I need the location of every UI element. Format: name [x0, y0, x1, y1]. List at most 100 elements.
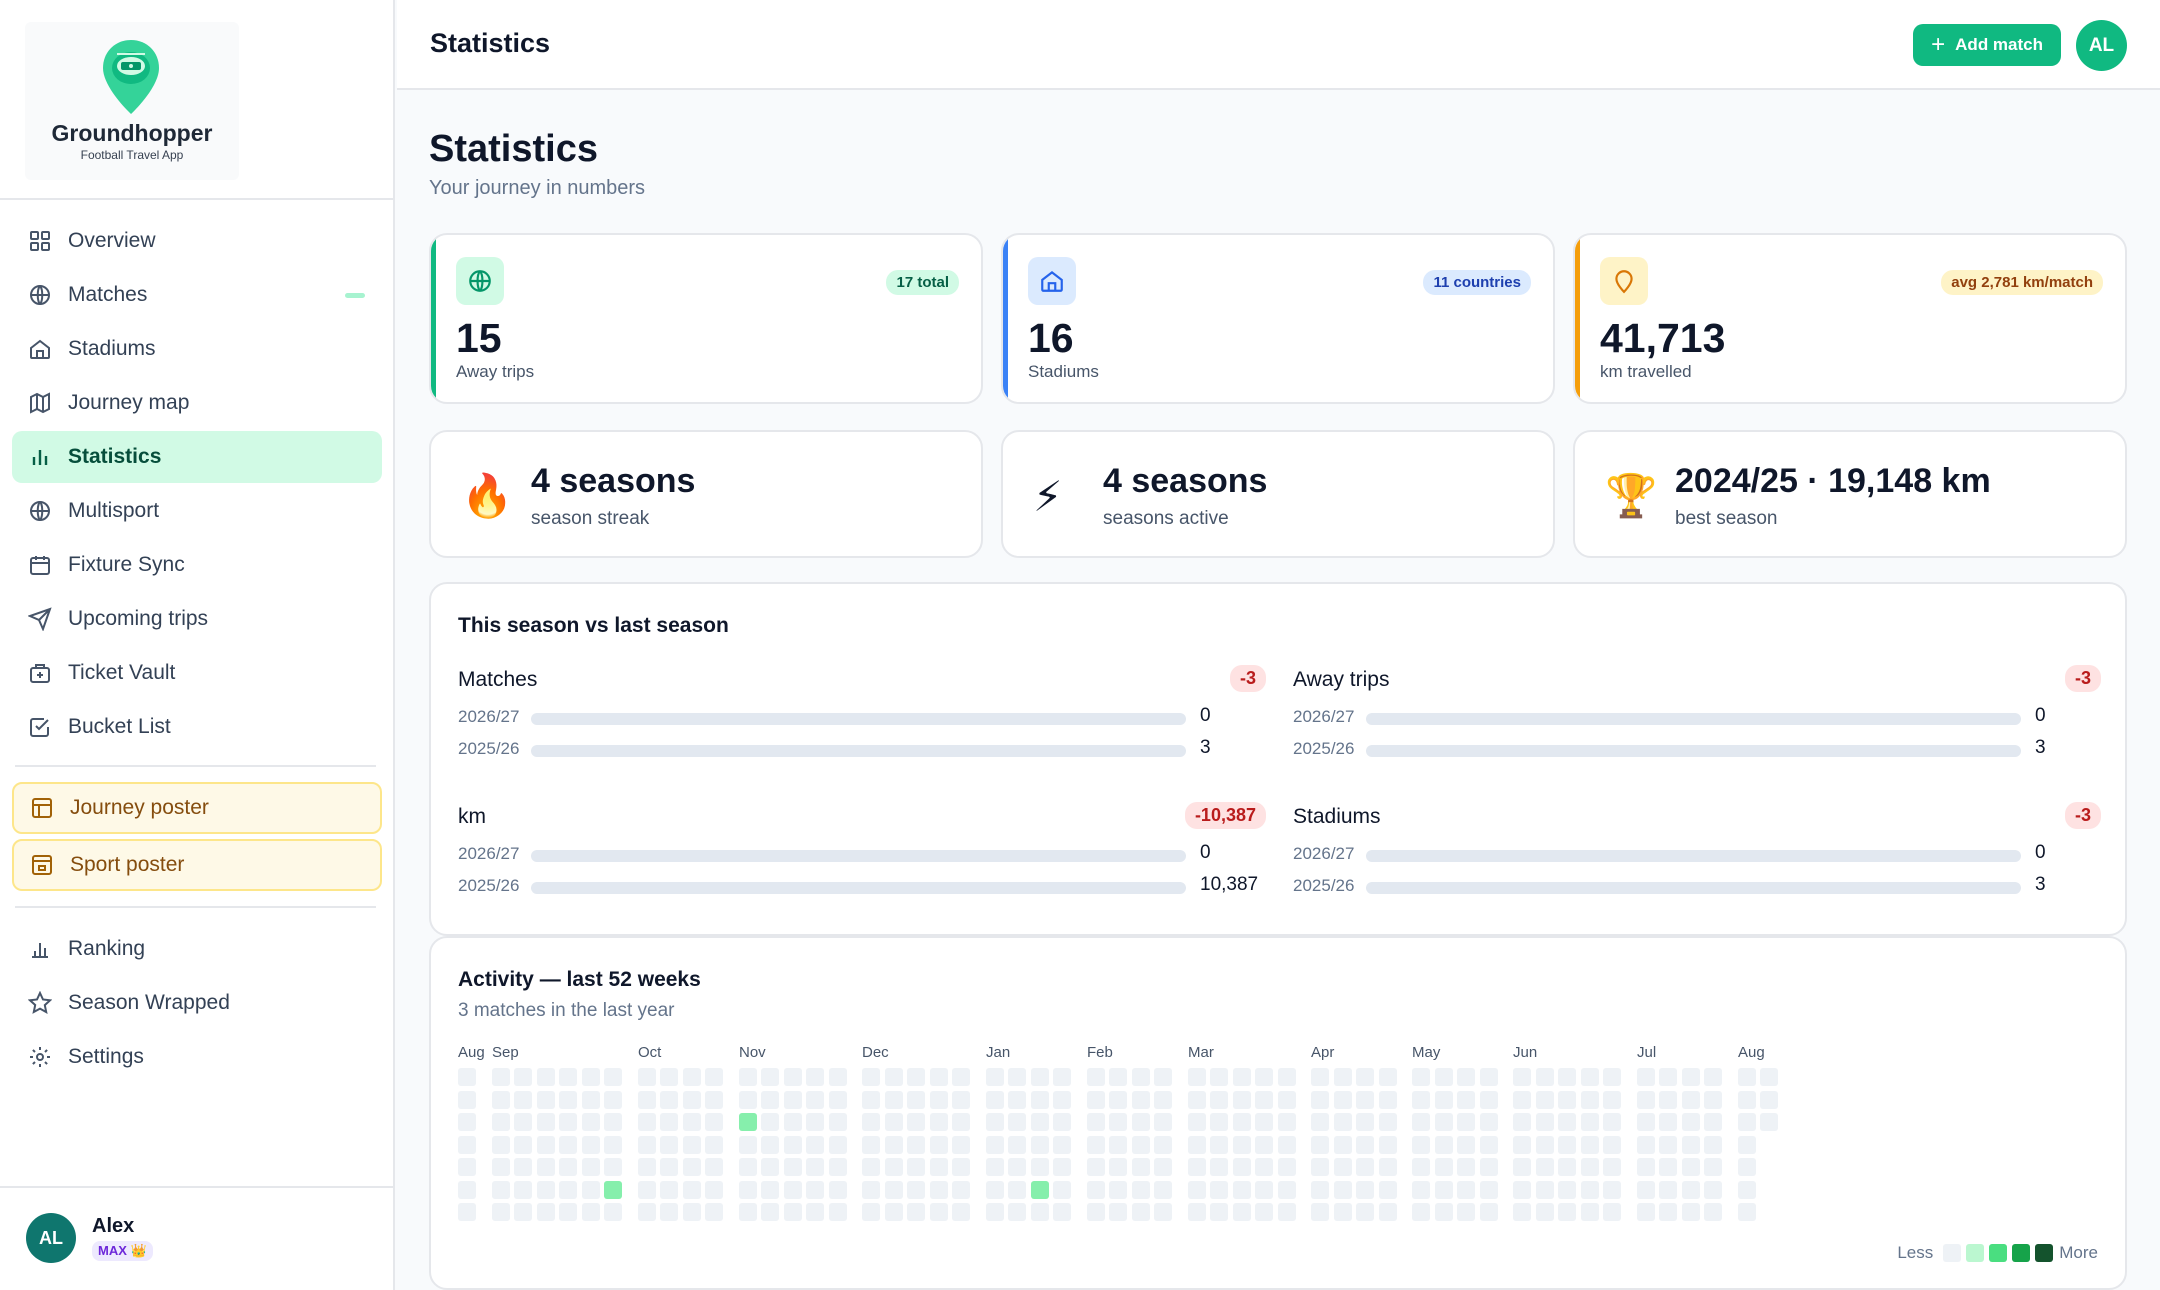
heatmap-cell[interactable]: [1637, 1203, 1655, 1221]
heatmap-cell[interactable]: [537, 1203, 555, 1221]
heatmap-cell[interactable]: [683, 1136, 701, 1154]
heatmap-cell[interactable]: [582, 1136, 600, 1154]
heatmap-cell[interactable]: [829, 1136, 847, 1154]
avatar[interactable]: AL: [2076, 20, 2127, 71]
heatmap-cell[interactable]: [1356, 1181, 1374, 1199]
heatmap-cell[interactable]: [660, 1068, 678, 1086]
heatmap-cell[interactable]: [1255, 1113, 1273, 1131]
heatmap-cell[interactable]: [1536, 1113, 1554, 1131]
heatmap-cell[interactable]: [1132, 1181, 1150, 1199]
heatmap-cell[interactable]: [1311, 1091, 1329, 1109]
heatmap-cell[interactable]: [458, 1068, 476, 1086]
heatmap-cell[interactable]: [1278, 1203, 1296, 1221]
heatmap-cell[interactable]: [1008, 1113, 1026, 1131]
heatmap-cell[interactable]: [1412, 1113, 1430, 1131]
heatmap-cell[interactable]: [660, 1091, 678, 1109]
heatmap-cell[interactable]: [1031, 1158, 1049, 1176]
heatmap-cell[interactable]: [537, 1158, 555, 1176]
heatmap-cell[interactable]: [1536, 1203, 1554, 1221]
heatmap-cell[interactable]: [784, 1068, 802, 1086]
heatmap-cell[interactable]: [1233, 1113, 1251, 1131]
heatmap-cell[interactable]: [1457, 1113, 1475, 1131]
heatmap-cell[interactable]: [739, 1158, 757, 1176]
heatmap-cell[interactable]: [705, 1113, 723, 1131]
heatmap-cell[interactable]: [514, 1203, 532, 1221]
heatmap-cell[interactable]: [1581, 1136, 1599, 1154]
heatmap-cell[interactable]: [582, 1203, 600, 1221]
nav-item-upcoming-trips[interactable]: Upcoming trips: [12, 593, 382, 645]
heatmap-cell[interactable]: [1233, 1203, 1251, 1221]
heatmap-cell[interactable]: [1682, 1203, 1700, 1221]
nav-item-bucket-list[interactable]: Bucket List: [12, 701, 382, 753]
heatmap-cell[interactable]: [1704, 1068, 1722, 1086]
heatmap-cell[interactable]: [1435, 1158, 1453, 1176]
heatmap-cell[interactable]: [1356, 1136, 1374, 1154]
heatmap-cell[interactable]: [806, 1136, 824, 1154]
heatmap-cell[interactable]: [1379, 1068, 1397, 1086]
heatmap-cell[interactable]: [683, 1113, 701, 1131]
heatmap-cell[interactable]: [1233, 1158, 1251, 1176]
heatmap-cell[interactable]: [907, 1181, 925, 1199]
heatmap-cell[interactable]: [1603, 1068, 1621, 1086]
heatmap-cell[interactable]: [1379, 1113, 1397, 1131]
heatmap-cell[interactable]: [638, 1203, 656, 1221]
heatmap-cell[interactable]: [1356, 1068, 1374, 1086]
heatmap-cell[interactable]: [1053, 1158, 1071, 1176]
heatmap-cell[interactable]: [739, 1203, 757, 1221]
heatmap-cell[interactable]: [1008, 1068, 1026, 1086]
heatmap-cell[interactable]: [705, 1203, 723, 1221]
heatmap-cell[interactable]: [1682, 1068, 1700, 1086]
heatmap-cell[interactable]: [952, 1136, 970, 1154]
heatmap-cell[interactable]: [1603, 1203, 1621, 1221]
heatmap-cell[interactable]: [1356, 1113, 1374, 1131]
heatmap-cell[interactable]: [806, 1091, 824, 1109]
heatmap-cell[interactable]: [1738, 1068, 1756, 1086]
heatmap-cell[interactable]: [1008, 1181, 1026, 1199]
heatmap-cell[interactable]: [1513, 1091, 1531, 1109]
heatmap-cell[interactable]: [559, 1203, 577, 1221]
heatmap-cell[interactable]: [930, 1091, 948, 1109]
heatmap-cell[interactable]: [907, 1158, 925, 1176]
heatmap-cell[interactable]: [1536, 1136, 1554, 1154]
heatmap-cell[interactable]: [1760, 1068, 1778, 1086]
heatmap-cell[interactable]: [907, 1091, 925, 1109]
heatmap-cell[interactable]: [862, 1068, 880, 1086]
heatmap-cell[interactable]: [952, 1203, 970, 1221]
heatmap-cell[interactable]: [739, 1136, 757, 1154]
heatmap-cell[interactable]: [1659, 1203, 1677, 1221]
nav-item-season-wrapped[interactable]: Season Wrapped: [12, 977, 382, 1029]
heatmap-cell[interactable]: [660, 1158, 678, 1176]
heatmap-cell[interactable]: [885, 1091, 903, 1109]
heatmap-cell[interactable]: [1412, 1091, 1430, 1109]
heatmap-cell[interactable]: [952, 1181, 970, 1199]
heatmap-cell[interactable]: [1637, 1158, 1655, 1176]
heatmap-cell[interactable]: [1379, 1158, 1397, 1176]
heatmap-cell[interactable]: [739, 1091, 757, 1109]
heatmap-cell[interactable]: [1233, 1136, 1251, 1154]
heatmap-cell[interactable]: [1154, 1091, 1172, 1109]
heatmap-cell[interactable]: [1255, 1203, 1273, 1221]
heatmap-cell[interactable]: [1379, 1091, 1397, 1109]
heatmap-cell[interactable]: [784, 1136, 802, 1154]
heatmap-cell[interactable]: [1233, 1181, 1251, 1199]
heatmap-cell[interactable]: [1536, 1158, 1554, 1176]
heatmap-cell[interactable]: [559, 1158, 577, 1176]
heatmap-cell[interactable]: [1536, 1068, 1554, 1086]
heatmap-cell[interactable]: [829, 1068, 847, 1086]
heatmap-cell[interactable]: [1154, 1113, 1172, 1131]
heatmap-cell[interactable]: [761, 1091, 779, 1109]
heatmap-cell[interactable]: [604, 1158, 622, 1176]
heatmap-cell[interactable]: [1480, 1113, 1498, 1131]
heatmap-cell[interactable]: [582, 1113, 600, 1131]
heatmap-cell[interactable]: [1008, 1158, 1026, 1176]
heatmap-cell[interactable]: [638, 1068, 656, 1086]
heatmap-cell[interactable]: [1210, 1158, 1228, 1176]
heatmap-cell[interactable]: [1188, 1203, 1206, 1221]
heatmap-cell[interactable]: [1087, 1091, 1105, 1109]
heatmap-cell[interactable]: [1087, 1181, 1105, 1199]
heatmap-cell[interactable]: [862, 1136, 880, 1154]
nav-item-journey-map[interactable]: Journey map: [12, 377, 382, 429]
heatmap-cell[interactable]: [1334, 1113, 1352, 1131]
heatmap-cell[interactable]: [806, 1158, 824, 1176]
heatmap-cell[interactable]: [1412, 1181, 1430, 1199]
